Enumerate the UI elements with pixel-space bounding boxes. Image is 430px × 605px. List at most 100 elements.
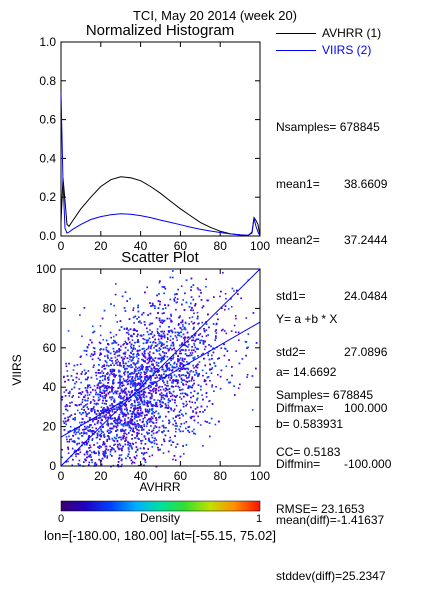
scatter-point (129, 383, 132, 386)
scatter-point (208, 326, 210, 329)
scatter-point (119, 401, 122, 403)
stat-diffmax: Diffmax= 100.000 (276, 400, 388, 415)
scatter-point (251, 409, 254, 411)
scatter-point (164, 434, 167, 437)
scatter-point (155, 439, 158, 441)
scatter-point (162, 388, 165, 391)
scatter-point (124, 413, 127, 416)
scatter-point (80, 381, 82, 384)
scatter-point (155, 465, 158, 468)
scatter-point (172, 270, 174, 272)
scatter-point (127, 375, 129, 378)
scatter-point (115, 283, 117, 285)
scatter-point (191, 316, 194, 318)
scatter-point (198, 361, 201, 363)
scatter-point (113, 374, 116, 376)
scatter-point (182, 364, 185, 366)
scatter-point (93, 353, 96, 355)
scatter-point (100, 348, 102, 350)
scatter-point (157, 307, 160, 309)
scatter-point (151, 409, 153, 411)
stat-mean-diff: mean(diff)=-1.41637 (276, 513, 385, 528)
scatter-point (189, 354, 191, 357)
scatter-point (63, 391, 66, 393)
scatter-point (105, 395, 107, 397)
scatter-point (136, 394, 139, 396)
scatter-point (118, 443, 121, 445)
scatter-point (159, 393, 161, 396)
scatter-point (163, 286, 165, 288)
scatter-point (100, 386, 102, 388)
scatter-point (122, 423, 125, 425)
scatter-point (90, 376, 93, 379)
scatter-point (155, 374, 158, 377)
scatter-point (204, 340, 206, 343)
scatter-point (114, 293, 117, 296)
scatter-point (166, 395, 168, 398)
scatter-point (182, 374, 184, 376)
scatter-point (169, 339, 172, 342)
scatter-point (207, 352, 209, 355)
scatter-point (130, 406, 132, 409)
scatter-point (116, 355, 119, 357)
scatter-point (78, 396, 80, 398)
scatter-point (105, 393, 107, 396)
scatter-point (195, 412, 197, 415)
scatter-point (144, 356, 147, 359)
scatter-point (154, 437, 156, 440)
scatter-point (65, 408, 67, 411)
scatter-point (200, 353, 203, 356)
scatter-point (79, 392, 81, 394)
scatter-point (78, 437, 80, 440)
scatter-point (215, 329, 217, 331)
scatter-point (125, 341, 127, 344)
scatter-point (98, 458, 100, 461)
scatter-point (199, 424, 202, 426)
scatter-point (180, 352, 182, 355)
scatter-point (152, 304, 154, 307)
scatter-point (103, 368, 106, 370)
scatter-point (184, 344, 186, 346)
scatter-point (98, 387, 101, 390)
scatter-point (136, 432, 138, 434)
scatter-point (143, 401, 146, 404)
scatter-point (184, 336, 186, 338)
scatter-point (219, 295, 221, 298)
scatter-point (185, 279, 188, 281)
scatter-point (141, 402, 143, 404)
scatter-point (136, 449, 139, 451)
scatter-point (139, 395, 141, 398)
scatter-point (156, 330, 159, 333)
scatter-point (83, 461, 85, 463)
scatter-point (123, 372, 125, 374)
scatter-point (188, 362, 191, 365)
scatter-point (169, 392, 171, 394)
scatter-point (196, 399, 198, 401)
scatter-point (131, 415, 133, 418)
scatter-point (144, 443, 147, 445)
scatter-point (122, 362, 125, 365)
scatter-point (95, 452, 97, 454)
scatter-point (113, 373, 115, 375)
scatter-point (109, 331, 112, 334)
scatter-point (134, 385, 136, 387)
scatter-point (150, 381, 153, 384)
scatter-point (149, 440, 151, 443)
scatter-point (167, 398, 170, 400)
histogram-legend: AVHRR (1) VIIRS (2) (276, 26, 381, 60)
scatter-point (143, 347, 145, 350)
scatter-x-tick-label: 20 (94, 469, 108, 483)
scatter-point (142, 403, 145, 406)
scatter-point (120, 409, 123, 412)
scatter-point (107, 422, 109, 424)
scatter-point (125, 457, 127, 460)
scatter-point (96, 433, 99, 436)
scatter-point (205, 372, 208, 374)
scatter-point (126, 409, 128, 412)
scatter-point (106, 377, 109, 380)
hist-x-tick-label: 100 (250, 239, 270, 253)
scatter-point (86, 389, 88, 392)
scatter-point (140, 425, 143, 427)
scatter-point (105, 403, 107, 405)
scatter-point (203, 379, 206, 381)
